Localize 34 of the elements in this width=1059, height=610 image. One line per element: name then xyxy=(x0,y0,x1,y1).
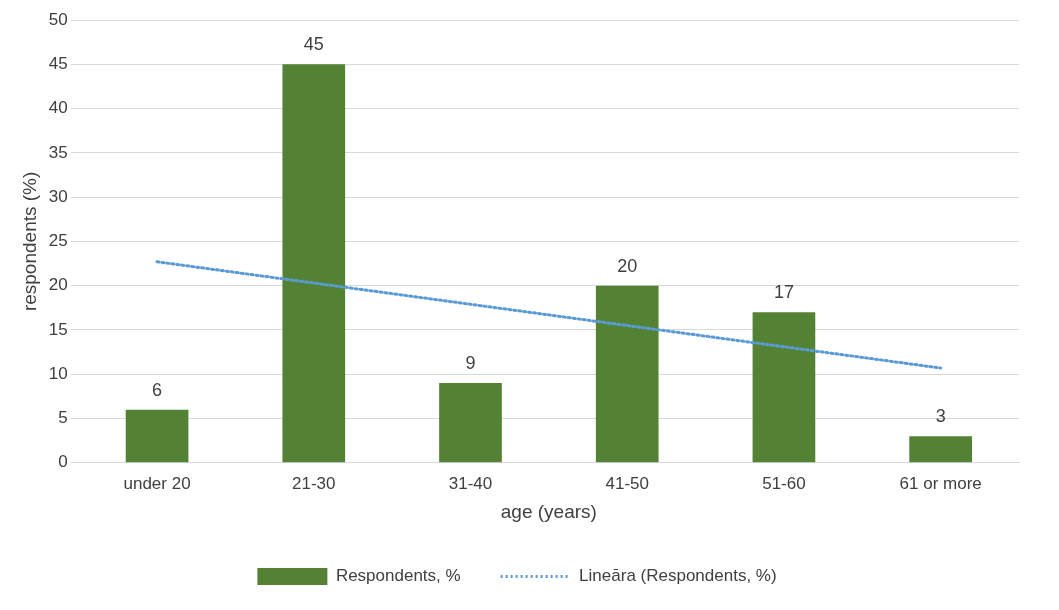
bar xyxy=(282,64,346,463)
x-tick-label: 51-60 xyxy=(762,473,806,493)
y-tick-label: 50 xyxy=(48,9,68,29)
y-tick-label: 5 xyxy=(58,408,68,428)
data-label: 9 xyxy=(465,353,476,374)
x-tick-label: 31-40 xyxy=(448,473,493,493)
data-label: 17 xyxy=(773,282,794,303)
x-axis-title: age (years) xyxy=(500,500,597,522)
bar xyxy=(125,409,189,463)
data-label: 20 xyxy=(617,255,638,276)
bar xyxy=(439,383,502,463)
y-tick-label: 10 xyxy=(48,363,68,383)
x-tick-label: under 20 xyxy=(123,473,191,493)
legend-label: Lineāra (Respondents, %) xyxy=(579,566,777,586)
bar xyxy=(595,285,659,463)
bar xyxy=(909,436,972,463)
y-axis-title: respondents (%) xyxy=(18,171,40,312)
y-tick-label: 40 xyxy=(48,98,68,118)
data-label: 3 xyxy=(935,406,946,427)
legend-label: Respondents, % xyxy=(335,566,461,586)
x-tick-label: 21-30 xyxy=(292,473,336,493)
y-tick-label: 25 xyxy=(48,231,68,251)
y-tick-label: 30 xyxy=(48,186,68,206)
y-tick-label: 45 xyxy=(48,53,68,73)
y-tick-label: 20 xyxy=(48,275,68,295)
x-tick-label: 41-50 xyxy=(605,473,649,493)
y-tick-label: 0 xyxy=(58,452,68,472)
y-tick-label: 35 xyxy=(48,142,68,162)
data-label: 6 xyxy=(152,379,163,400)
y-tick-label: 15 xyxy=(48,319,68,339)
line-series xyxy=(155,260,943,370)
data-label: 45 xyxy=(303,34,324,55)
x-tick-label: 61 or more xyxy=(899,473,982,493)
bar xyxy=(752,312,816,463)
